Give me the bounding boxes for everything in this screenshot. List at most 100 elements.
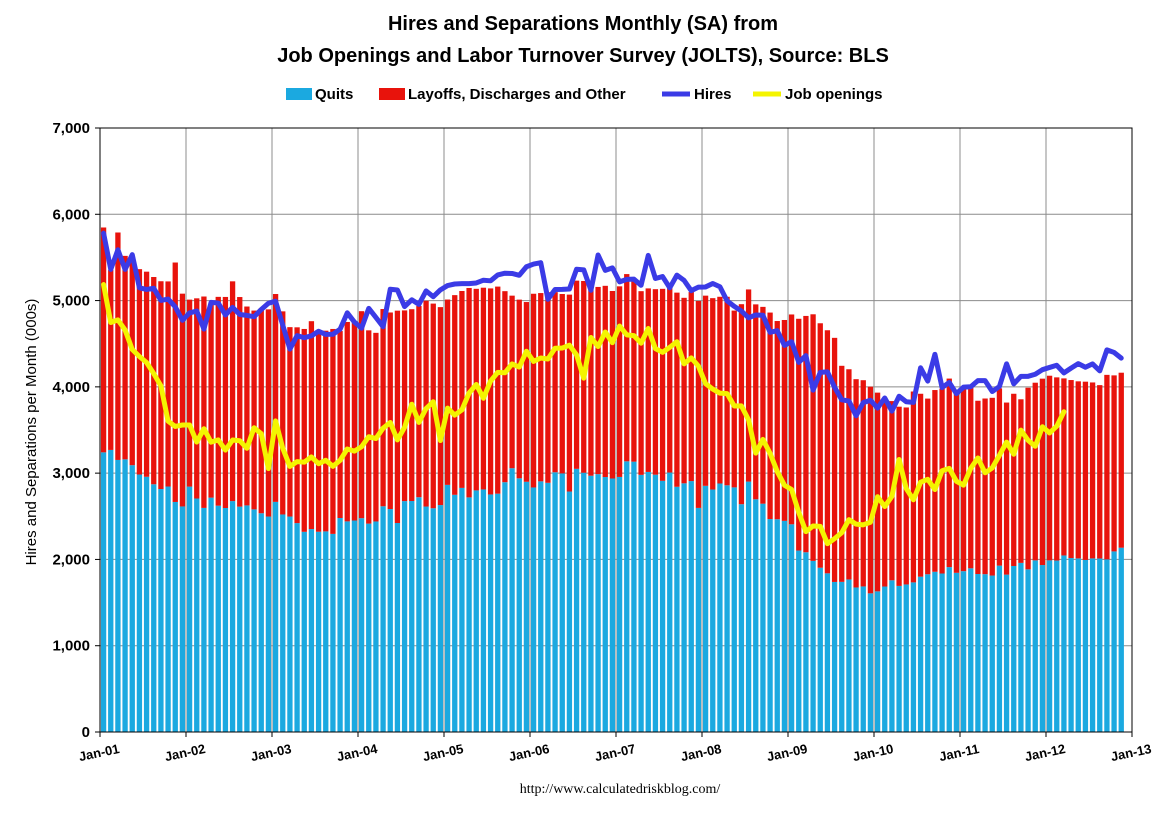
bar-layoffs bbox=[796, 318, 802, 551]
bar-layoffs bbox=[179, 293, 186, 507]
bar-quits bbox=[867, 593, 874, 732]
bar-layoffs bbox=[882, 399, 888, 587]
x-tick-label: Jan-09 bbox=[765, 741, 808, 764]
bar-quits bbox=[136, 474, 143, 732]
bar-quits bbox=[151, 484, 157, 732]
bar-layoffs bbox=[831, 337, 838, 582]
bar-quits bbox=[588, 475, 594, 732]
bar-layoffs bbox=[817, 323, 823, 568]
bar-quits bbox=[1046, 560, 1053, 732]
bar-layoffs bbox=[1075, 381, 1081, 559]
bar-layoffs bbox=[165, 281, 171, 487]
bar-layoffs bbox=[688, 292, 694, 482]
bar-layoffs bbox=[280, 311, 286, 515]
bar-quits bbox=[831, 581, 838, 732]
bar-quits bbox=[473, 490, 479, 732]
bar-layoffs bbox=[452, 295, 458, 495]
bar-layoffs bbox=[932, 390, 938, 572]
bar-layoffs bbox=[645, 288, 651, 472]
bar-quits bbox=[215, 505, 221, 732]
y-tick-label: 2,000 bbox=[52, 551, 90, 568]
bar-layoffs bbox=[968, 386, 974, 569]
bar-quits bbox=[846, 579, 852, 732]
bar-quits bbox=[1111, 551, 1117, 732]
bar-quits bbox=[638, 474, 644, 732]
bar-quits bbox=[1075, 558, 1081, 732]
bar-layoffs bbox=[702, 295, 709, 486]
bar-layoffs bbox=[1118, 372, 1124, 548]
bar-layoffs bbox=[803, 315, 809, 553]
bar-layoffs bbox=[573, 280, 580, 469]
bar-layoffs bbox=[315, 330, 322, 532]
bar-quits bbox=[301, 531, 307, 732]
chart-title-line-2: Job Openings and Labor Turnover Survey (… bbox=[277, 45, 889, 67]
bar-layoffs bbox=[337, 331, 343, 519]
bar-layoffs bbox=[652, 289, 659, 475]
bar-quits bbox=[194, 498, 200, 732]
bar-quits bbox=[308, 529, 315, 732]
x-tick-label: Jan-04 bbox=[335, 741, 379, 764]
bar-quits bbox=[444, 484, 451, 732]
bar-quits bbox=[122, 459, 128, 732]
bar-quits bbox=[315, 531, 322, 732]
bar-quits bbox=[545, 482, 551, 732]
legend-label-job-openings: Job openings bbox=[785, 86, 883, 103]
bar-quits bbox=[179, 506, 186, 732]
bar-quits bbox=[860, 586, 866, 732]
bar-quits bbox=[631, 461, 637, 732]
bar-quits bbox=[953, 572, 960, 732]
x-tick-label: Jan-01 bbox=[77, 741, 120, 764]
bar-quits bbox=[358, 518, 365, 732]
bar-layoffs bbox=[1089, 382, 1096, 559]
bar-layoffs bbox=[767, 312, 773, 520]
bar-layoffs bbox=[151, 277, 157, 485]
y-tick-label: 5,000 bbox=[52, 293, 90, 310]
bar-layoffs bbox=[1097, 385, 1103, 559]
bar-layoffs bbox=[559, 294, 565, 474]
legend-swatch-layoffs bbox=[379, 88, 405, 100]
bar-quits bbox=[659, 480, 666, 732]
bar-layoffs bbox=[394, 310, 401, 524]
bar-layoffs bbox=[638, 291, 644, 475]
bar-quits bbox=[237, 506, 243, 732]
bar-quits bbox=[989, 575, 995, 732]
bar-quits bbox=[394, 523, 401, 732]
bar-layoffs bbox=[788, 314, 795, 525]
bar-quits bbox=[566, 491, 573, 732]
bar-quits bbox=[839, 581, 845, 732]
bar-quits bbox=[351, 520, 358, 732]
bar-quits bbox=[344, 521, 350, 732]
bar-layoffs bbox=[122, 255, 128, 460]
bar-quits bbox=[1061, 555, 1067, 732]
bar-quits bbox=[538, 481, 544, 732]
bar-layoffs bbox=[530, 293, 537, 488]
hires-line bbox=[101, 230, 1124, 419]
bar-layoffs bbox=[717, 296, 723, 484]
bar-quits bbox=[337, 518, 343, 732]
bar-quits bbox=[323, 531, 329, 732]
bar-layoffs bbox=[910, 391, 917, 583]
bar-layoffs bbox=[695, 301, 702, 508]
bar-layoffs bbox=[781, 319, 788, 521]
bar-layoffs bbox=[595, 286, 601, 475]
bar-layoffs bbox=[208, 304, 214, 498]
legend: Quits Layoffs, Discharges and Other Hire… bbox=[286, 86, 883, 103]
bar-quits bbox=[652, 474, 659, 732]
bar-layoffs bbox=[380, 309, 386, 507]
bar-quits bbox=[108, 449, 114, 732]
plot-border bbox=[99, 127, 1133, 733]
bar-quits bbox=[760, 503, 766, 732]
bar-layoffs bbox=[731, 310, 737, 488]
chart-title: Hires and Separations Monthly (SA) from … bbox=[277, 13, 889, 67]
bar-quits bbox=[674, 486, 680, 732]
bar-quits bbox=[681, 483, 687, 732]
x-tick-label: Jan-12 bbox=[1023, 741, 1066, 764]
line-series bbox=[101, 230, 1124, 547]
bar-layoffs bbox=[1082, 381, 1089, 560]
bar-quits bbox=[1025, 569, 1031, 732]
bar-quits bbox=[910, 582, 917, 732]
bar-quits bbox=[1082, 559, 1089, 732]
bar-layoffs bbox=[753, 304, 759, 500]
bar-layoffs bbox=[860, 380, 866, 587]
legend-label-layoffs: Layoffs, Discharges and Other bbox=[408, 86, 626, 103]
